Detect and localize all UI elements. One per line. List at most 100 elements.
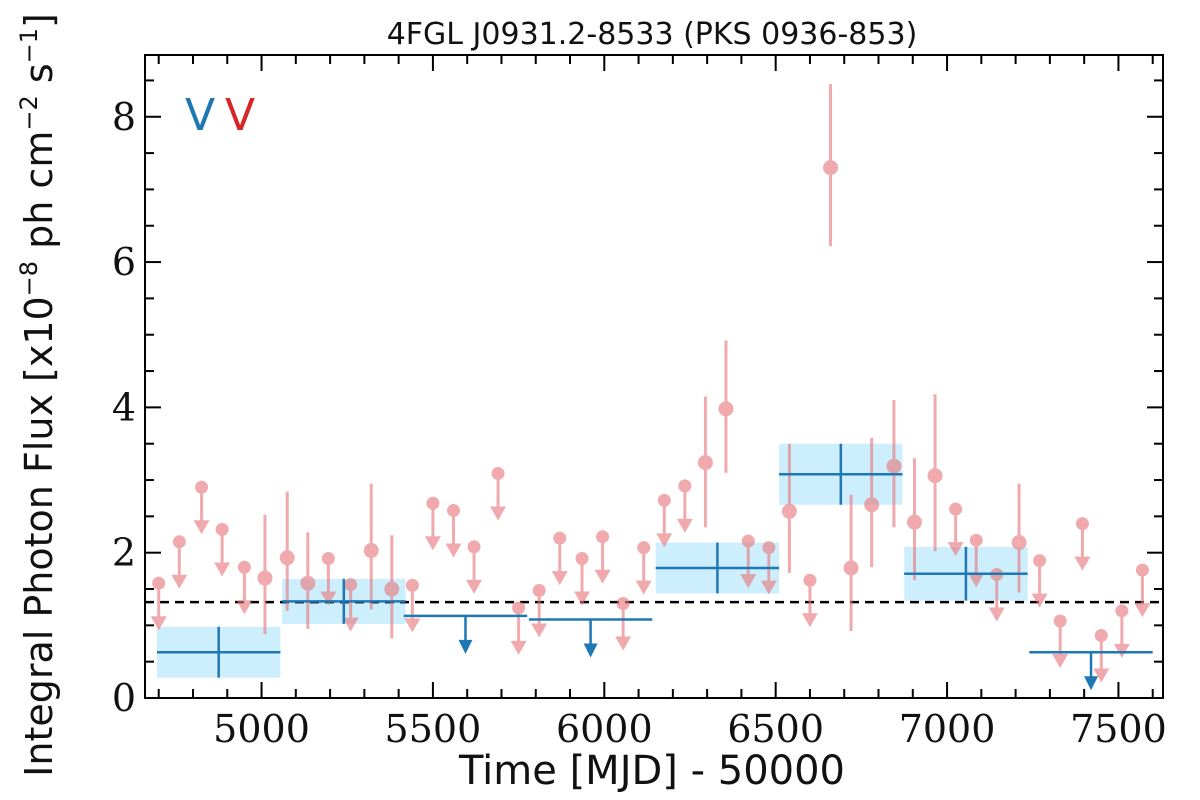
x-tick-label: 7500 bbox=[1070, 707, 1167, 751]
red-upper-limit-point bbox=[1053, 614, 1067, 628]
red-upper-limit-20 bbox=[676, 479, 693, 533]
red-detection-point bbox=[823, 160, 839, 176]
red-detection-8 bbox=[823, 84, 839, 247]
red-upper-limit-point bbox=[321, 552, 335, 566]
red-upper-limit-arrow bbox=[510, 640, 527, 655]
red-upper-limit-arrow bbox=[1031, 593, 1048, 608]
red-upper-limit-point bbox=[575, 552, 589, 566]
red-detection-5 bbox=[697, 396, 713, 528]
red-detection-1 bbox=[279, 491, 295, 611]
blue-upper-limit-0 bbox=[403, 614, 528, 654]
red-upper-limit-15 bbox=[574, 552, 591, 606]
red-upper-limit-16 bbox=[594, 530, 611, 584]
red-detection-6 bbox=[718, 340, 734, 473]
red-upper-limit-arrow bbox=[445, 543, 462, 558]
red-upper-limit-30 bbox=[1093, 629, 1110, 683]
blue-upper-limit-arrow bbox=[1084, 676, 1099, 691]
red-upper-limit-point bbox=[616, 597, 630, 611]
red-detection-point bbox=[886, 458, 902, 474]
red-detection-4 bbox=[384, 535, 400, 639]
x-tick-label: 6500 bbox=[727, 707, 824, 751]
x-tick-label: 5500 bbox=[385, 707, 482, 751]
red-upper-limit-0 bbox=[150, 576, 167, 631]
blue-upper-limit-arrow bbox=[458, 639, 473, 654]
red-upper-limit-point bbox=[1075, 517, 1089, 531]
red-upper-limit-arrow bbox=[615, 636, 632, 651]
red-upper-limit-17 bbox=[615, 597, 632, 651]
red-upper-limit-arrow bbox=[466, 579, 483, 594]
red-upper-limit-point bbox=[949, 502, 963, 516]
red-upper-limit-point bbox=[195, 480, 209, 494]
red-upper-limit-11 bbox=[490, 466, 507, 521]
red-upper-limit-arrow bbox=[801, 613, 818, 628]
y-tick-label: 6 bbox=[112, 240, 136, 284]
red-upper-limit-point bbox=[426, 496, 440, 510]
red-detection-point bbox=[906, 514, 922, 530]
red-detection-13 bbox=[927, 394, 943, 552]
red-upper-limit-arrow bbox=[968, 573, 985, 588]
plot-frame bbox=[144, 54, 1164, 699]
red-detection-point bbox=[697, 455, 713, 471]
red-upper-limit-point bbox=[532, 583, 546, 597]
red-upper-limit-point bbox=[1094, 629, 1108, 643]
red-upper-limit-14 bbox=[551, 531, 568, 586]
legend-entry-red: V bbox=[225, 90, 255, 141]
red-detection-2 bbox=[300, 532, 316, 629]
red-upper-limit-arrow bbox=[740, 574, 757, 589]
red-upper-limit-arrow bbox=[1093, 668, 1110, 683]
red-upper-limit-arrow bbox=[236, 600, 253, 615]
red-detection-point bbox=[300, 575, 316, 591]
red-upper-limit-point bbox=[467, 540, 481, 554]
red-detection-point bbox=[384, 581, 400, 597]
red-upper-limit-4 bbox=[236, 560, 253, 615]
red-upper-limit-arrow bbox=[404, 618, 421, 633]
red-upper-limit-arrow bbox=[1113, 643, 1130, 658]
blue-bin-detection-2 bbox=[655, 542, 780, 594]
red-detection-0 bbox=[257, 514, 273, 635]
red-upper-limit-point bbox=[1135, 563, 1149, 577]
y-tick-label: 2 bbox=[112, 531, 136, 575]
red-upper-limit-arrow bbox=[320, 591, 337, 606]
red-upper-limit-point bbox=[512, 601, 526, 615]
red-upper-limit-arrow bbox=[214, 562, 231, 577]
red-upper-limit-8 bbox=[424, 496, 441, 551]
red-detection-point bbox=[718, 401, 734, 417]
red-upper-limit-arrow bbox=[551, 571, 568, 586]
red-upper-limit-21 bbox=[740, 534, 757, 589]
red-upper-limit-point bbox=[762, 541, 776, 555]
y-tick-label: 4 bbox=[112, 385, 136, 429]
red-upper-limit-point bbox=[678, 479, 692, 493]
red-upper-limit-point bbox=[152, 576, 166, 590]
red-upper-limit-5 bbox=[320, 552, 337, 606]
red-upper-limit-arrow bbox=[1134, 603, 1151, 618]
red-detection-9 bbox=[843, 494, 859, 632]
red-upper-limit-27 bbox=[1031, 554, 1048, 608]
red-upper-limit-22 bbox=[760, 541, 777, 595]
red-upper-limit-6 bbox=[342, 578, 359, 632]
red-upper-limit-arrow bbox=[760, 580, 777, 595]
red-upper-limit-point bbox=[405, 578, 419, 592]
x-tick-label: 6000 bbox=[556, 707, 653, 751]
red-upper-limit-point bbox=[803, 573, 817, 587]
red-upper-limit-point bbox=[446, 504, 460, 518]
red-upper-limit-point bbox=[172, 535, 186, 549]
blue-upper-limit-1 bbox=[528, 618, 653, 658]
blue-bin-detection-4 bbox=[904, 546, 1028, 601]
blue-upper-limit-2 bbox=[1029, 650, 1153, 691]
red-detection-3 bbox=[363, 483, 379, 610]
red-detection-point bbox=[279, 550, 295, 566]
red-upper-limit-arrow bbox=[1052, 653, 1069, 668]
red-upper-limit-32 bbox=[1134, 563, 1151, 618]
red-upper-limit-29 bbox=[1074, 517, 1091, 571]
red-upper-limit-point bbox=[344, 578, 358, 592]
red-upper-limit-28 bbox=[1052, 614, 1069, 668]
red-upper-limit-arrow bbox=[171, 574, 188, 589]
y-tick-label: 8 bbox=[112, 95, 136, 139]
plot-area bbox=[145, 84, 1163, 691]
red-upper-limit-arrow bbox=[490, 506, 507, 521]
red-upper-limit-arrow bbox=[531, 623, 548, 638]
red-upper-limit-point bbox=[1033, 554, 1047, 568]
x-tick-label: 7000 bbox=[899, 707, 996, 751]
axis-ticks: 5000 5500 6000 6500 7000 7500 0 2 4 6 8 bbox=[112, 55, 1167, 751]
